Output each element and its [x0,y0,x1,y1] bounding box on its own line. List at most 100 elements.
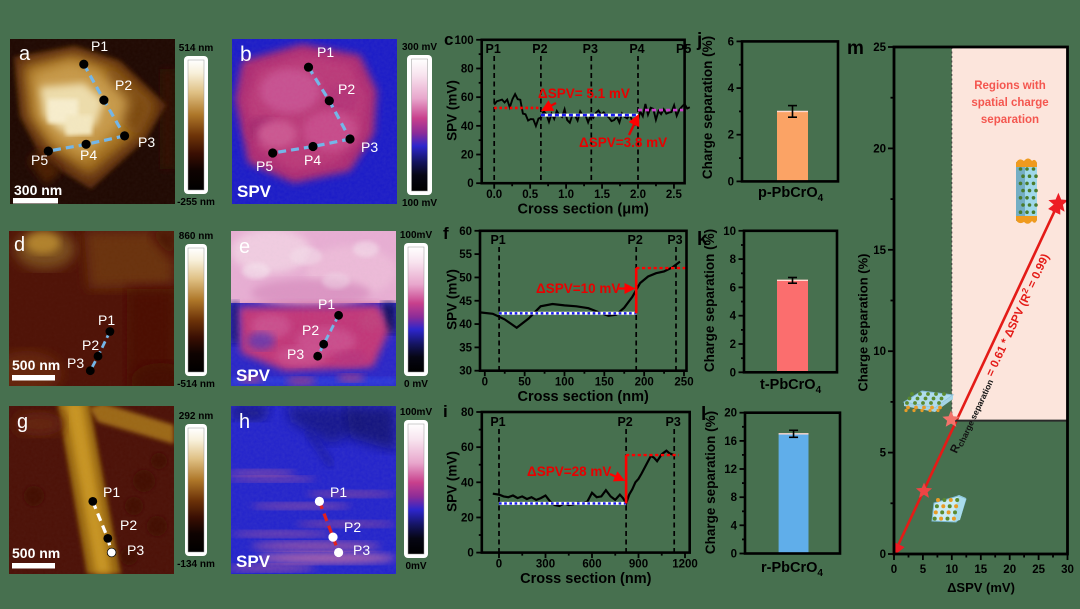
svg-text:2: 2 [730,339,736,351]
svg-text:i: i [443,402,448,421]
svg-text:h: h [239,411,250,433]
svg-text:10: 10 [873,346,886,358]
svg-text:P2: P2 [120,517,137,533]
svg-text:1.0: 1.0 [558,189,574,201]
svg-text:5: 5 [880,448,887,460]
svg-text:P5: P5 [256,158,273,174]
svg-text:e: e [239,236,250,258]
svg-text:10: 10 [723,226,736,238]
svg-text:0: 0 [880,549,886,561]
svg-text:15: 15 [974,564,987,576]
svg-text:SPV: SPV [237,182,272,201]
svg-text:40: 40 [459,319,472,331]
svg-text:2.0: 2.0 [630,189,646,201]
svg-text:16: 16 [724,436,737,448]
svg-text:P3: P3 [583,42,598,56]
svg-text:P1: P1 [318,296,335,312]
svg-text:20: 20 [1003,564,1016,576]
svg-text:P2: P2 [338,81,355,97]
svg-text:c: c [444,30,453,49]
svg-text:P2: P2 [532,42,547,56]
svg-text:0: 0 [496,559,502,571]
svg-text:ΔSPV=28 mV: ΔSPV=28 mV [527,464,611,479]
svg-text:P1: P1 [490,415,505,429]
svg-text:20: 20 [461,150,474,162]
svg-text:4: 4 [731,520,738,532]
svg-text:j: j [696,30,702,51]
svg-text:P3: P3 [287,346,304,362]
svg-text:P2: P2 [302,322,319,338]
svg-text:P3: P3 [666,415,681,429]
svg-text:40: 40 [461,477,474,489]
svg-text:60: 60 [461,442,474,454]
svg-text:80: 80 [461,64,474,76]
svg-text:P5: P5 [31,152,48,168]
svg-text:P4: P4 [629,42,644,56]
svg-text:4: 4 [730,311,737,323]
svg-text:0: 0 [467,178,473,190]
svg-text:ΔSPV=10 mV: ΔSPV=10 mV [536,281,620,296]
svg-text:f: f [443,224,449,243]
svg-text:m: m [847,38,864,59]
svg-text:0: 0 [728,176,734,188]
svg-text:P3: P3 [67,355,84,371]
svg-text:P1: P1 [103,484,120,500]
svg-text:P4: P4 [304,152,321,168]
svg-text:0: 0 [731,549,737,561]
svg-text:P2: P2 [82,337,99,353]
svg-text:a: a [19,43,31,65]
svg-text:k: k [697,229,708,250]
svg-text:10: 10 [945,564,958,576]
svg-text:20: 20 [461,512,474,524]
svg-text:80: 80 [461,407,474,419]
svg-text:250: 250 [674,377,693,389]
svg-text:Cross section (nm): Cross section (nm) [520,571,651,587]
svg-text:100: 100 [455,35,474,47]
svg-text:b: b [240,43,252,66]
svg-text:8: 8 [730,254,737,266]
svg-text:300 nm: 300 nm [14,182,62,198]
svg-text:P1: P1 [91,39,108,54]
svg-text:150: 150 [595,377,614,389]
svg-text:4: 4 [728,83,735,95]
svg-text:P1: P1 [486,42,501,56]
svg-text:60: 60 [461,92,474,104]
svg-text:500 nm: 500 nm [12,357,60,373]
svg-text:0: 0 [467,548,473,560]
svg-text:P2: P2 [344,519,361,535]
svg-text:6: 6 [730,282,736,294]
svg-text:60: 60 [459,226,472,238]
svg-text:P3: P3 [667,233,682,247]
svg-text:P4: P4 [80,147,97,163]
svg-text:5: 5 [920,564,927,576]
svg-text:2.5: 2.5 [666,189,683,201]
svg-text:35: 35 [459,342,472,354]
svg-text:d: d [14,234,25,256]
svg-text:30: 30 [1061,564,1074,576]
svg-text:15: 15 [873,245,886,257]
svg-text:Cross section (nm): Cross section (nm) [518,389,649,405]
svg-text:8: 8 [731,492,738,504]
svg-text:P1: P1 [330,484,347,500]
svg-text:45: 45 [459,296,472,308]
svg-text:600: 600 [582,559,601,571]
svg-text:P1: P1 [317,44,334,60]
svg-text:SPV: SPV [236,552,271,571]
svg-text:P2: P2 [628,233,643,247]
svg-text:P2: P2 [115,77,132,93]
svg-text:0: 0 [482,377,488,389]
svg-text:SPV: SPV [236,366,271,385]
svg-text:12: 12 [724,464,737,476]
svg-text:40: 40 [461,121,474,133]
svg-text:200: 200 [635,377,654,389]
svg-text:g: g [17,411,28,433]
svg-text:P3: P3 [127,542,144,558]
svg-text:50: 50 [459,272,472,284]
svg-text:ΔSPV=3.8 mV: ΔSPV=3.8 mV [579,135,667,150]
svg-text:50: 50 [518,377,531,389]
svg-text:30: 30 [459,366,472,378]
svg-text:1200: 1200 [672,559,698,571]
svg-text:2: 2 [728,130,734,142]
svg-text:25: 25 [1032,564,1045,576]
svg-text:6: 6 [728,36,734,48]
